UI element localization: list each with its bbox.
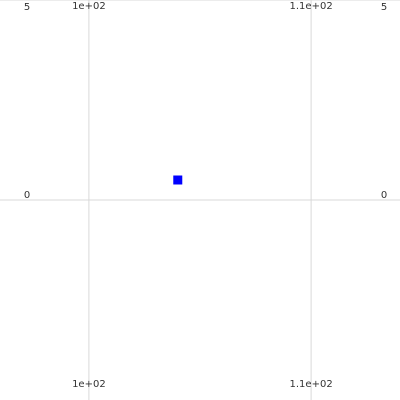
- y-tick-label: 5: [24, 2, 30, 13]
- x-tick-label: 1e+02: [72, 1, 106, 12]
- x-tick-label: 1.1e+02: [290, 1, 333, 12]
- y-tick-label: 0: [24, 190, 30, 201]
- y-tick-label: 5: [381, 2, 387, 13]
- data-points: [173, 175, 183, 185]
- x-tick-label: 1.1e+02: [290, 379, 333, 390]
- y-tick-label: 0: [381, 190, 387, 201]
- x-tick-label: 1e+02: [72, 379, 106, 390]
- data-point: [173, 175, 183, 185]
- tick-labels: 1e+02 1e+02 1.1e+02 1.1e+02 0 0 5 5: [24, 1, 387, 390]
